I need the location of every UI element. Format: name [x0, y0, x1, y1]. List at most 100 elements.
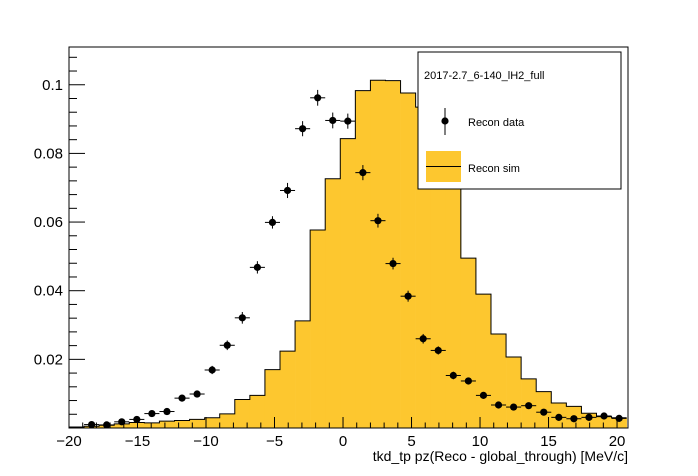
data-point [596, 412, 612, 420]
data-point [581, 413, 597, 421]
data-marker [163, 407, 171, 416]
data-marker [283, 186, 292, 195]
data-point [340, 113, 356, 129]
y-tick-label: 0.02 [34, 351, 63, 368]
x-tick-label: 0 [339, 433, 347, 450]
sim-bar [114, 423, 130, 428]
data-point [325, 112, 341, 129]
data-marker [359, 169, 367, 177]
data-marker [555, 413, 563, 421]
sim-bar [174, 420, 190, 428]
data-marker [178, 394, 186, 402]
sim-bar [596, 416, 612, 428]
data-marker [193, 390, 201, 398]
data-points [84, 89, 627, 429]
axes: −20 −15 −10 −5 0 5 10 15 20 0.02 0.04 0.06 0.08 0.1 [34, 56, 626, 450]
data-point [234, 311, 250, 324]
data-marker [449, 371, 457, 380]
data-point [264, 216, 280, 229]
data-marker [329, 116, 337, 125]
sim-bar [264, 369, 281, 428]
sim-bar [295, 320, 311, 428]
data-point [279, 182, 296, 199]
data-marker [509, 403, 518, 411]
data-marker [374, 217, 382, 225]
data-point [370, 213, 386, 228]
plot-frame [68, 46, 629, 429]
data-marker [464, 377, 472, 385]
data-marker [494, 401, 503, 409]
data-marker [525, 402, 533, 410]
data-marker [570, 415, 578, 423]
sim-bar [204, 417, 221, 428]
sim-bar [475, 294, 492, 428]
data-point [506, 403, 522, 411]
data-marker [238, 314, 246, 322]
data-marker [344, 117, 352, 125]
x-tick-label: 15 [540, 433, 557, 450]
x-tick-label: −20 [56, 433, 81, 450]
x-tick-label: 10 [472, 433, 489, 450]
data-marker [419, 335, 427, 343]
legend-title: 2017-2.7_6-140_lH2_full [424, 70, 544, 82]
data-marker [253, 263, 261, 271]
data-point [99, 421, 115, 429]
x-axis-title: tkd_tp pz(Reco - global_through) [MeV/c] [373, 448, 628, 464]
sim-bar [355, 90, 371, 428]
data-marker [434, 346, 442, 355]
data-point [144, 409, 160, 418]
x-tick-label: −15 [125, 433, 150, 450]
sim-bar [400, 92, 416, 429]
sim-bar [445, 188, 462, 428]
data-marker [103, 421, 111, 429]
y-tick-label: 0.04 [34, 283, 63, 300]
data-marker [299, 125, 307, 133]
data-point [355, 165, 371, 181]
data-point [566, 415, 582, 423]
legend-data-marker [441, 117, 449, 125]
data-point [129, 415, 145, 424]
legend: 2017-2.7_6-140_lH2_full Recon data Recon… [417, 51, 622, 190]
data-point [189, 390, 205, 398]
data-point [204, 365, 220, 375]
sim-outline [68, 79, 627, 428]
sim-bar [249, 395, 266, 428]
data-point [400, 290, 416, 302]
x-tick-label: 5 [407, 433, 415, 450]
sim-bar [430, 124, 447, 428]
data-marker [540, 408, 548, 416]
data-point [159, 407, 175, 416]
data-marker [479, 391, 488, 399]
data-marker [133, 415, 141, 424]
sim-bar [611, 417, 627, 428]
y-tick-label: 0.06 [34, 214, 63, 231]
sim-bar [144, 422, 160, 428]
sim-bar [219, 413, 236, 428]
sim-bar [310, 229, 326, 428]
sim-bar [159, 421, 175, 428]
data-marker [223, 341, 231, 349]
y-tick-label: 0.08 [34, 145, 63, 162]
sim-bar [340, 138, 356, 428]
sim-bar [385, 80, 401, 428]
sim-bar [506, 356, 522, 428]
data-point [249, 261, 265, 274]
data-marker [88, 420, 96, 429]
data-point [521, 402, 537, 410]
data-point [490, 401, 507, 409]
x-tick-label: −10 [193, 433, 218, 450]
sim-bar [490, 333, 507, 428]
data-marker [404, 292, 412, 300]
data-point [174, 394, 190, 402]
x-tick-label: −5 [266, 433, 283, 450]
sim-bar [234, 399, 251, 428]
data-point [219, 340, 235, 351]
sim-bar [325, 178, 341, 428]
data-point [551, 413, 567, 421]
legend-entry-recon-data: Recon data [468, 117, 525, 129]
y-tick-label: 0.1 [42, 77, 63, 94]
data-marker [389, 259, 397, 268]
x-tick-label: 20 [609, 433, 626, 450]
data-point [295, 121, 311, 137]
data-point [310, 89, 326, 106]
